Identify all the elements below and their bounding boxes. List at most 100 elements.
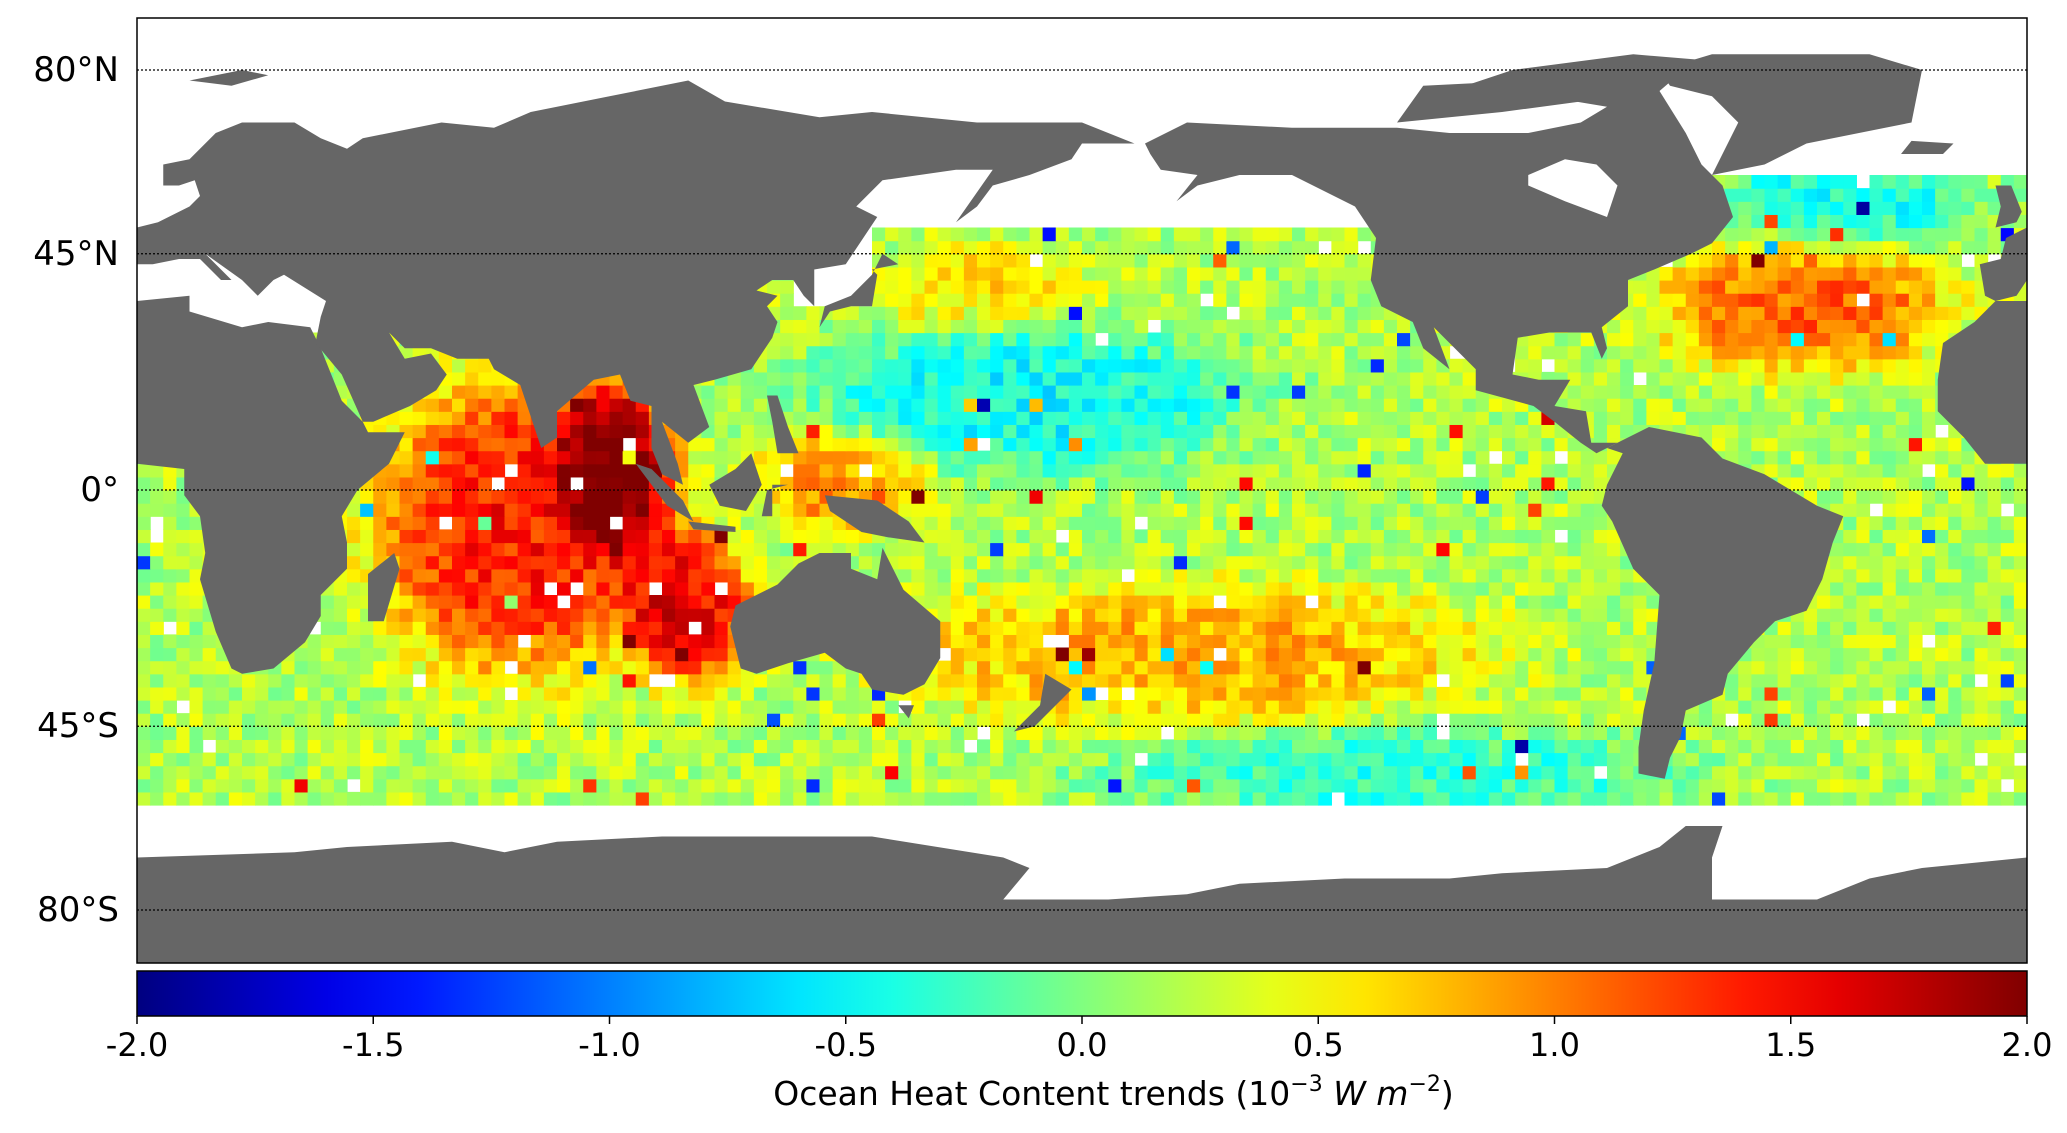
- grid-cell: [2013, 490, 2027, 504]
- grid-cell: [1042, 752, 1057, 767]
- grid-cell: [1147, 752, 1162, 767]
- grid-cell: [1817, 686, 1831, 701]
- grid-cell: [1567, 385, 1582, 399]
- grid-cell: [648, 529, 663, 544]
- grid-cell: [1856, 647, 1871, 662]
- grid-cell: [1344, 358, 1359, 373]
- grid-cell: [609, 424, 624, 439]
- grid-cell: [1515, 634, 1529, 649]
- grid-cell: [1882, 345, 1897, 360]
- grid-cell: [1305, 398, 1319, 412]
- grid-cell: [1344, 713, 1359, 727]
- grid-cell: [1305, 713, 1319, 727]
- grid-cell: [1397, 463, 1411, 478]
- grid-cell: [150, 476, 164, 491]
- grid-cell: [228, 726, 243, 740]
- grid-cell: [504, 621, 519, 635]
- grid-cell: [1803, 765, 1818, 780]
- grid-cell: [425, 450, 440, 465]
- grid-cell: [1331, 765, 1346, 780]
- grid-cell: [1712, 752, 1726, 767]
- grid-cell: [1856, 686, 1871, 701]
- grid-cell: [557, 437, 571, 452]
- grid-cell: [990, 700, 1004, 714]
- grid-cell: [1869, 542, 1884, 557]
- grid-cell: [1869, 555, 1884, 570]
- grid-cell: [1239, 726, 1254, 740]
- grid-cell: [675, 726, 689, 740]
- grid-cell: [1318, 726, 1332, 740]
- grid-cell: [557, 555, 571, 570]
- grid-cell: [281, 700, 296, 714]
- grid-cell: [1357, 700, 1372, 714]
- grid-cell: [1777, 358, 1792, 373]
- grid-cell: [570, 660, 584, 675]
- grid-cell: [1278, 608, 1293, 622]
- grid-cell: [950, 411, 965, 425]
- grid-cell: [1095, 424, 1109, 439]
- grid-cell: [1265, 726, 1280, 740]
- grid-cell: [1082, 424, 1096, 439]
- grid-cell: [1922, 503, 1936, 517]
- grid-cell: [1948, 765, 1962, 780]
- grid-cell: [1239, 700, 1254, 714]
- grid-cell: [977, 503, 991, 517]
- grid-cell: [1016, 765, 1031, 780]
- grid-cell: [1016, 634, 1031, 649]
- grid-cell: [1265, 345, 1280, 360]
- grid-cell: [1856, 371, 1871, 386]
- grid-cell: [1580, 450, 1595, 465]
- grid-cell: [1554, 463, 1569, 478]
- grid-cell: [898, 726, 912, 740]
- grid-cell: [701, 385, 716, 399]
- grid-cell: [1502, 634, 1516, 649]
- grid-cell: [1068, 595, 1083, 609]
- grid-cell: [504, 529, 519, 544]
- grid-cell: [622, 463, 637, 478]
- grid-cell: [1016, 739, 1031, 754]
- grid-cell: [1055, 385, 1070, 399]
- grid-cell: [1922, 713, 1936, 727]
- grid-cell: [1095, 595, 1109, 609]
- grid-cell: [950, 424, 965, 439]
- grid-cell: [648, 516, 663, 530]
- grid-cell: [465, 476, 479, 491]
- grid-cell: [701, 791, 716, 806]
- grid-cell: [281, 778, 296, 793]
- grid-cell: [1147, 437, 1162, 452]
- grid-cell: [950, 739, 965, 754]
- grid-cell: [793, 660, 807, 675]
- grid-cell: [1436, 686, 1451, 701]
- grid-cell: [1922, 608, 1936, 622]
- grid-cell: [478, 516, 492, 530]
- grid-cell: [819, 345, 834, 360]
- grid-cell: [1239, 371, 1254, 386]
- grid-cell: [163, 608, 177, 622]
- grid-cell: [1725, 411, 1739, 425]
- grid-cell: [1134, 673, 1149, 688]
- grid-cell: [1607, 371, 1621, 386]
- grid-cell: [320, 647, 335, 662]
- grid-cell: [1292, 437, 1306, 452]
- grid-cell: [583, 424, 597, 439]
- grid-cell: [465, 437, 479, 452]
- grid-cell: [386, 700, 401, 714]
- grid-cell: [1580, 647, 1595, 662]
- grid-cell: [478, 765, 492, 780]
- grid-cell: [1672, 411, 1687, 425]
- grid-cell: [1475, 581, 1490, 596]
- grid-cell: [937, 358, 952, 373]
- grid-cell: [333, 765, 348, 780]
- grid-cell: [1554, 542, 1569, 557]
- grid-cell: [1948, 529, 1962, 544]
- grid-cell: [898, 568, 912, 583]
- grid-cell: [806, 673, 821, 688]
- grid-cell: [1397, 713, 1411, 727]
- grid-cell: [543, 634, 558, 649]
- grid-cell: [1055, 765, 1070, 780]
- grid-cell: [1331, 529, 1346, 544]
- grid-cell: [1790, 726, 1805, 740]
- grid-cell: [1213, 490, 1227, 504]
- grid-cell: [753, 411, 768, 425]
- grid-cell: [137, 595, 151, 609]
